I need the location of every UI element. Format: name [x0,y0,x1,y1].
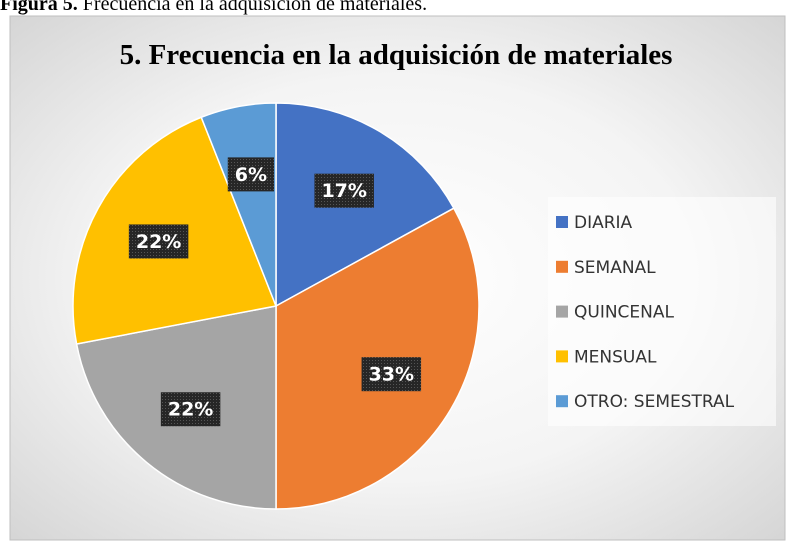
legend-swatch [556,350,568,363]
data-label-box [128,224,189,259]
legend-label: DIARIA [574,213,633,233]
data-label-box [361,357,422,392]
data-label-box [227,157,275,192]
data-label: 6% [235,164,267,186]
legend-label: QUINCENAL [574,303,675,323]
legend-label: OTRO: SEMESTRAL [574,392,735,412]
data-label-box [160,392,221,427]
data-label: 22% [136,231,181,253]
data-label: 17% [321,180,366,202]
legend-swatch [556,395,568,408]
caption-text: Frecuencia en la adquisición de material… [83,0,427,15]
data-label: 33% [369,364,414,386]
data-label-box [314,173,374,208]
legend-label: MENSUAL [574,347,657,367]
legend-label: SEMANAL [574,258,656,278]
legend-swatch [556,260,568,273]
legend-box [548,197,776,426]
caption: Figura 5. Frecuencia en la adquisición d… [0,0,427,15]
legend-swatch [556,305,568,318]
pie-slice [200,102,277,307]
data-label: 22% [168,399,213,421]
caption-label: Figura 5. [0,0,78,15]
legend-swatch [556,216,568,228]
chart-title: 5. Frecuencia en la adquisición de mater… [120,39,673,71]
